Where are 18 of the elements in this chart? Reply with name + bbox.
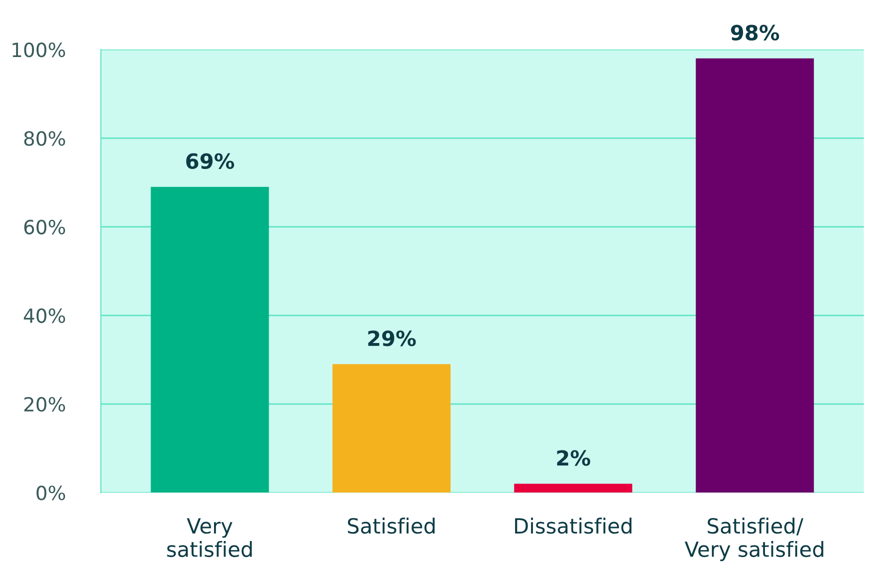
- bar: [150, 186, 269, 493]
- x-tick-label: Very satisfied: [167, 518, 252, 558]
- bar: [514, 484, 632, 493]
- x-tick-label: Satisfied/ Very satisfied: [684, 518, 824, 562]
- y-tick-label: 80%: [24, 131, 66, 146]
- data-label: 69%: [186, 153, 234, 169]
- y-tick-label: 60%: [24, 220, 66, 234]
- y-tick-label: 100%: [12, 42, 66, 58]
- y-tick-label: 20%: [24, 396, 66, 412]
- data-label: 2%: [557, 450, 590, 466]
- y-tick-label: 40%: [24, 308, 66, 324]
- data-label: 29%: [368, 330, 416, 346]
- x-tick-label: Dissatisfied: [515, 518, 632, 534]
- bar: [332, 364, 451, 493]
- bar: [696, 58, 814, 493]
- x-tick-label: Satisfied: [348, 518, 435, 534]
- data-label: 98%: [730, 24, 780, 40]
- y-tick-label: 0%: [36, 486, 66, 500]
